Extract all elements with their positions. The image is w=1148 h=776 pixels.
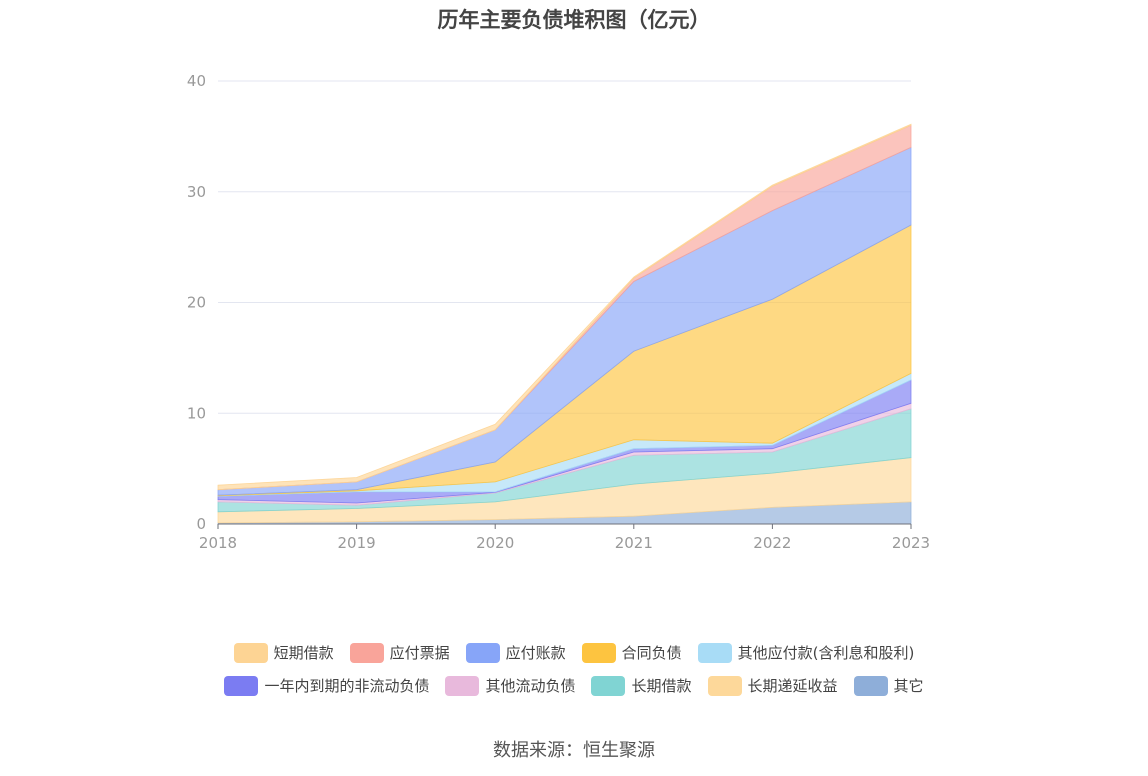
y-tick-label: 30 bbox=[187, 183, 206, 201]
x-tick-label: 2023 bbox=[892, 534, 930, 552]
y-tick-label: 10 bbox=[187, 404, 206, 422]
legend-item[interactable]: 其它 bbox=[853, 675, 924, 696]
legend-swatch bbox=[224, 675, 259, 696]
legend-item[interactable]: 应付票据 bbox=[349, 642, 450, 663]
legend: 短期借款 应付票据 应付账款 合同负债 其他应付款(含利息和股利) 一年内到期的非流动负债… bbox=[0, 636, 1148, 702]
legend-label: 其他流动负债 bbox=[485, 677, 576, 695]
x-tick-label: 2018 bbox=[199, 534, 237, 552]
legend-swatch bbox=[707, 675, 742, 696]
legend-item[interactable]: 一年内到期的非流动负债 bbox=[224, 675, 429, 696]
x-tick-label: 2022 bbox=[753, 534, 791, 552]
axis-layer: 0 10 20 30 40 2018 2019 2020 2021 2022 2023 bbox=[187, 72, 930, 552]
legend-item[interactable]: 其他流动负债 bbox=[445, 675, 575, 696]
source-note: 数据来源：恒生聚源 bbox=[493, 740, 655, 761]
legend-swatch bbox=[465, 642, 500, 663]
legend-label: 一年内到期的非流动负债 bbox=[264, 677, 430, 695]
legend-swatch bbox=[233, 642, 268, 663]
legend-swatch bbox=[853, 675, 888, 696]
legend-label: 应付账款 bbox=[505, 644, 566, 662]
legend-label: 长期递延收益 bbox=[747, 677, 838, 695]
legend-swatch bbox=[445, 675, 480, 696]
area-series-10[interactable] bbox=[217, 123, 912, 491]
legend-item[interactable]: 合同负债 bbox=[581, 642, 682, 663]
area-layer bbox=[217, 123, 912, 525]
legend-label: 其他应付款(含利息和股利) bbox=[737, 644, 915, 662]
x-tick-label: 2019 bbox=[338, 534, 376, 552]
legend-row-2: 一年内到期的非流动负债 其他流动负债 长期借款 长期递延收益 其它 bbox=[0, 669, 1148, 702]
legend-label: 短期借款 bbox=[273, 644, 334, 662]
legend-item[interactable]: 短期借款 bbox=[233, 642, 334, 663]
legend-item[interactable]: 长期递延收益 bbox=[707, 675, 838, 696]
legend-row-1: 短期借款 应付票据 应付账款 合同负债 其他应付款(含利息和股利) bbox=[0, 636, 1148, 669]
chart-title: 历年主要负债堆积图（亿元） bbox=[437, 8, 711, 32]
legend-swatch bbox=[349, 642, 384, 663]
legend-item[interactable]: 其他应付款(含利息和股利) bbox=[697, 642, 915, 663]
y-tick-label: 0 bbox=[196, 515, 206, 533]
legend-swatch bbox=[581, 642, 616, 663]
legend-label: 其它 bbox=[893, 677, 924, 695]
x-tick-label: 2021 bbox=[615, 534, 653, 552]
y-tick-label: 40 bbox=[187, 72, 206, 90]
legend-item[interactable]: 应付账款 bbox=[465, 642, 566, 663]
x-tick-label: 2020 bbox=[476, 534, 514, 552]
legend-swatch bbox=[697, 642, 732, 663]
legend-item[interactable]: 长期借款 bbox=[591, 675, 692, 696]
legend-label: 应付票据 bbox=[389, 644, 450, 662]
legend-swatch bbox=[591, 675, 626, 696]
y-tick-label: 20 bbox=[187, 294, 206, 312]
legend-label: 长期借款 bbox=[631, 677, 692, 695]
chart-area: 0 10 20 30 40 2018 2019 2020 2021 2022 2023 bbox=[187, 72, 930, 552]
legend-label: 合同负债 bbox=[621, 644, 682, 662]
